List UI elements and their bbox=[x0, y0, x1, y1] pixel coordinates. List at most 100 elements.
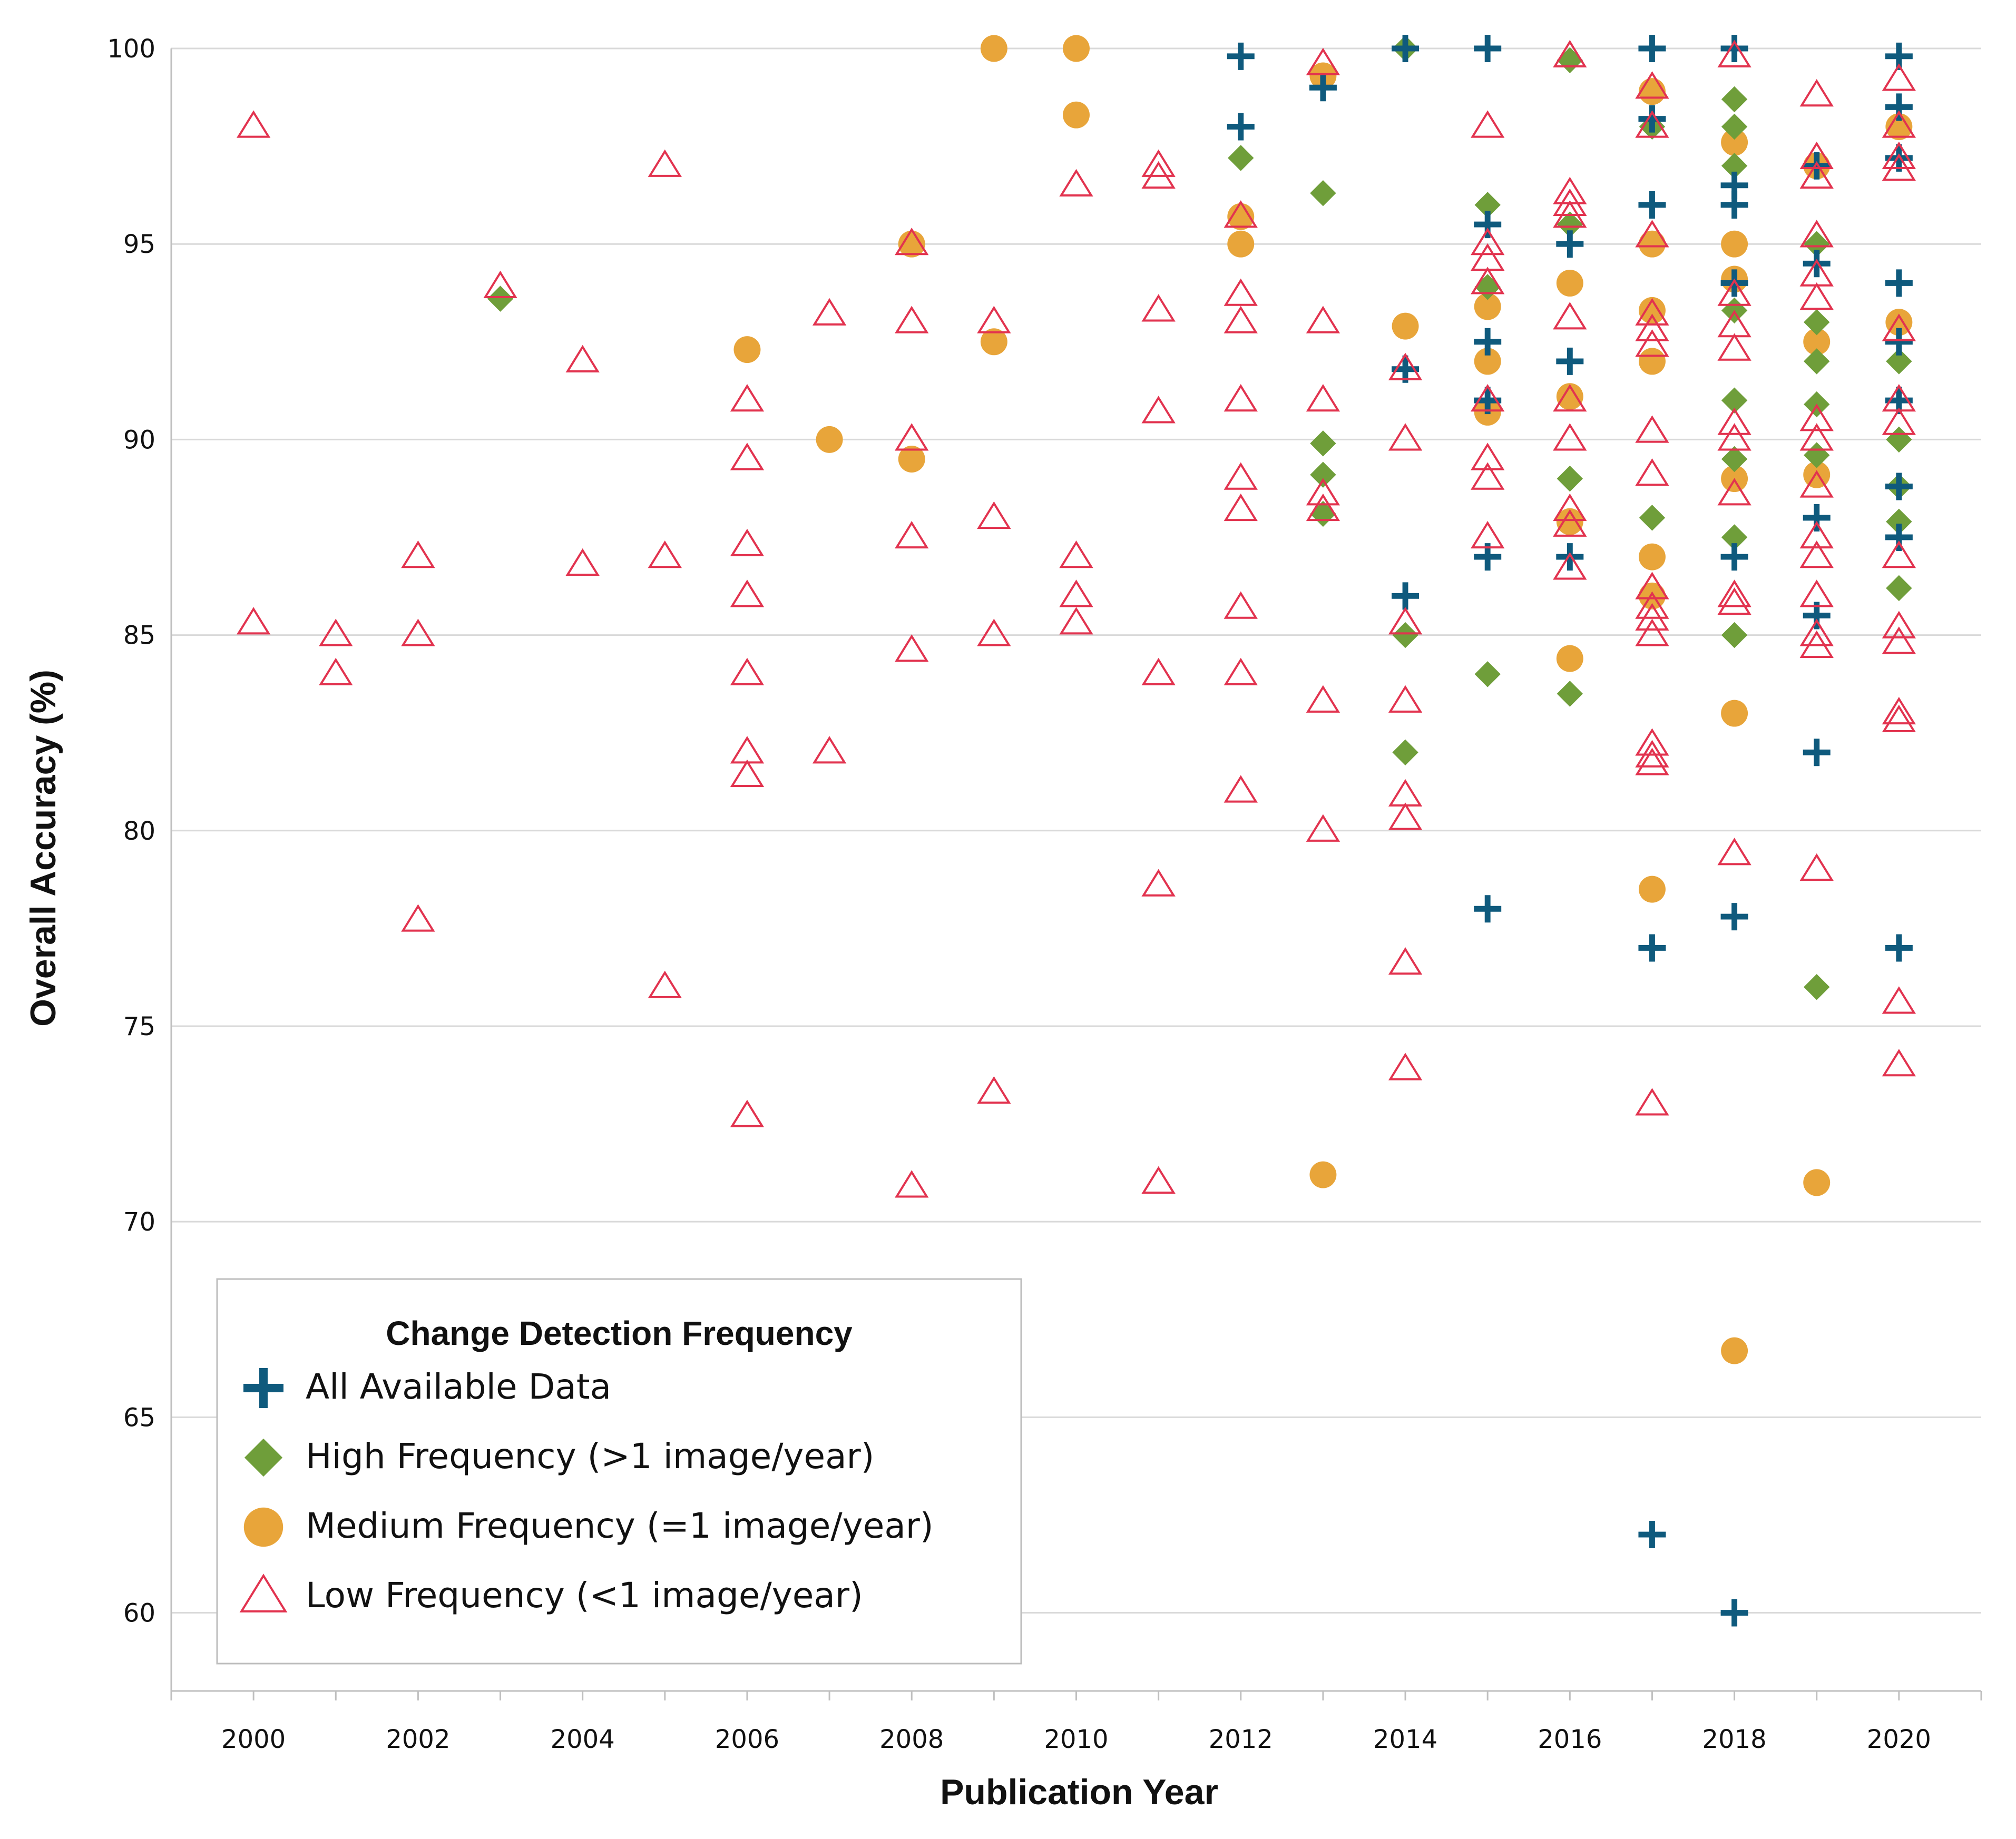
legend-items: All Available Data High Frequency (>1 ima… bbox=[239, 1366, 934, 1616]
data-point-plus bbox=[1392, 35, 1420, 62]
data-point-diamond bbox=[1392, 622, 1418, 648]
data-point-triangle-open bbox=[1882, 313, 1916, 341]
data-point-triangle-open bbox=[1717, 333, 1751, 361]
data-point-triangle-open bbox=[236, 110, 271, 138]
data-point-triangle-open bbox=[401, 540, 435, 568]
legend-marker-triangle-open bbox=[239, 1574, 288, 1612]
x-tick-label: 2018 bbox=[1702, 1725, 1767, 1754]
data-point-diamond bbox=[1557, 211, 1583, 238]
data-point-triangle-open bbox=[1635, 220, 1669, 248]
data-point-plus bbox=[1638, 35, 1666, 62]
data-point-plus bbox=[1556, 347, 1584, 375]
x-tick-label: 2014 bbox=[1373, 1725, 1437, 1754]
data-point-plus bbox=[1720, 269, 1748, 297]
data-point-triangle-open bbox=[1388, 423, 1423, 451]
data-point-triangle-open bbox=[1882, 626, 1916, 654]
data-point-plus bbox=[1309, 74, 1337, 102]
legend-box bbox=[216, 1278, 1022, 1665]
data-point-diamond bbox=[1721, 446, 1748, 473]
data-point-circle bbox=[1638, 230, 1666, 258]
data-point-triangle-open bbox=[1799, 404, 1834, 431]
legend-title: Change Detection Frequency bbox=[386, 1314, 853, 1352]
data-point-triangle-open bbox=[1470, 462, 1505, 490]
data-point-triangle-open bbox=[1882, 1049, 1916, 1077]
data-point-triangle-open bbox=[648, 970, 682, 998]
data-point-plus bbox=[1885, 42, 1913, 70]
data-point-plus bbox=[1474, 387, 1502, 415]
data-point-triangle-open bbox=[1882, 611, 1916, 638]
data-point-plus bbox=[1885, 328, 1913, 356]
data-point-triangle-open bbox=[1224, 775, 1258, 803]
x-tick-label: 2012 bbox=[1209, 1725, 1273, 1754]
data-point-triangle-open bbox=[1470, 228, 1505, 255]
legend-marker-diamond bbox=[244, 1438, 283, 1477]
data-point-triangle-open bbox=[1882, 153, 1916, 181]
data-point-plus bbox=[1803, 739, 1831, 766]
data-point-circle bbox=[1392, 312, 1419, 340]
data-point-diamond bbox=[1804, 309, 1830, 336]
data-point-triangle-open bbox=[1470, 520, 1505, 549]
data-point-triangle-open bbox=[1470, 442, 1505, 470]
data-point-triangle-open bbox=[1799, 540, 1834, 568]
data-point-triangle-open bbox=[1717, 579, 1751, 607]
data-point-plus bbox=[1720, 171, 1748, 199]
data-point-triangle-open bbox=[1635, 572, 1669, 599]
data-point-triangle-open bbox=[1306, 384, 1340, 412]
data-point-circle bbox=[1885, 113, 1913, 140]
data-point-triangle-open bbox=[1141, 149, 1176, 177]
data-point-circle bbox=[898, 446, 925, 473]
data-point-triangle-open bbox=[1882, 540, 1916, 568]
data-point-triangle-open bbox=[1553, 384, 1587, 412]
data-point-triangle-open bbox=[1059, 169, 1093, 196]
data-point-triangle-open bbox=[730, 528, 765, 556]
data-point-plus bbox=[1392, 582, 1420, 610]
data-point-diamond bbox=[1721, 153, 1748, 179]
data-point-circle bbox=[1063, 35, 1090, 62]
data-point-triangle-open bbox=[236, 607, 271, 635]
data-point-plus bbox=[1720, 903, 1748, 931]
data-point-plus bbox=[1227, 42, 1255, 70]
data-point-triangle-open bbox=[1224, 462, 1258, 490]
y-axis-ticks: 60 65 70 75 80 85 90 95 100 bbox=[107, 34, 155, 1628]
data-point-plus bbox=[1803, 504, 1831, 532]
data-point-diamond bbox=[1721, 524, 1748, 550]
data-point-plus bbox=[1720, 543, 1748, 571]
data-point-triangle-open bbox=[1635, 415, 1669, 443]
data-point-triangle-open bbox=[1799, 579, 1834, 607]
data-point-plus bbox=[1392, 355, 1420, 383]
data-point-triangle-open bbox=[565, 345, 600, 373]
data-point-plus bbox=[1885, 93, 1913, 121]
data-point-triangle-open bbox=[977, 501, 1011, 529]
data-point-diamond bbox=[1474, 192, 1501, 218]
data-point-triangle-open bbox=[1141, 657, 1176, 685]
data-point-triangle-open bbox=[895, 634, 929, 662]
data-point-diamond bbox=[1474, 661, 1501, 687]
data-point-triangle-open bbox=[1717, 40, 1751, 67]
y-tick-label: 60 bbox=[123, 1599, 155, 1628]
x-tick-label: 2010 bbox=[1044, 1725, 1108, 1754]
legend-label: All Available Data bbox=[306, 1366, 611, 1407]
data-point-triangle-open bbox=[1553, 509, 1587, 537]
data-point-triangle-open bbox=[977, 618, 1011, 646]
data-point-triangle-open bbox=[895, 423, 929, 451]
data-point-diamond bbox=[1804, 348, 1830, 375]
data-point-triangle-open bbox=[1224, 591, 1258, 619]
data-point-triangle-open bbox=[1141, 869, 1176, 897]
data-point-triangle-open bbox=[1799, 220, 1834, 248]
data-point-triangle-open bbox=[1799, 470, 1834, 498]
data-point-triangle-open bbox=[1553, 302, 1587, 330]
data-point-triangle-open bbox=[730, 657, 765, 685]
data-point-triangle-open bbox=[1388, 802, 1423, 830]
data-point-triangle-open bbox=[1224, 493, 1258, 522]
data-point-triangle-open bbox=[1882, 63, 1916, 91]
data-point-triangle-open bbox=[977, 306, 1011, 333]
data-point-triangle-open bbox=[1799, 618, 1834, 646]
data-point-circle bbox=[1638, 78, 1666, 105]
data-point-diamond bbox=[1392, 739, 1418, 765]
data-point-triangle-open bbox=[1799, 853, 1834, 881]
data-point-triangle-open bbox=[895, 1170, 929, 1198]
data-point-triangle-open bbox=[1635, 329, 1669, 357]
data-point-triangle-open bbox=[1635, 313, 1669, 341]
data-point-circle bbox=[1803, 328, 1831, 356]
